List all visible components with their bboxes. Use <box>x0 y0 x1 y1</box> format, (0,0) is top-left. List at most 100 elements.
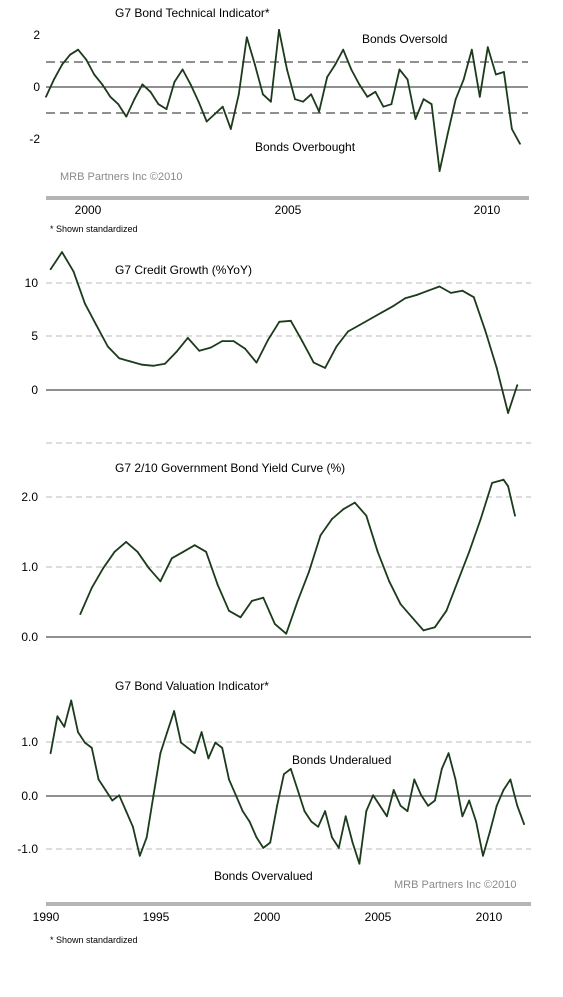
data-point <box>486 46 489 49</box>
data-point <box>289 768 292 770</box>
data-point <box>117 103 120 106</box>
data-point <box>165 108 168 110</box>
data-point <box>270 100 272 103</box>
data-point <box>132 825 134 828</box>
data-point <box>310 820 313 823</box>
x-tick-label: 1995 <box>143 910 170 924</box>
data-point <box>509 778 512 781</box>
data-point <box>101 83 104 86</box>
data-point <box>109 95 112 98</box>
data-point <box>239 616 242 619</box>
data-point <box>507 485 509 488</box>
data-point <box>269 841 272 844</box>
data-point <box>331 836 333 839</box>
data-point <box>503 71 505 73</box>
data-point <box>365 810 368 812</box>
annotation-bonds-overbought: Bonds Overbought <box>255 140 356 154</box>
data-point <box>267 339 269 341</box>
data-point <box>157 103 160 106</box>
data-point <box>308 570 310 573</box>
data-point <box>478 95 481 98</box>
data-point <box>388 580 391 583</box>
y-tick-label: 0.0 <box>21 789 38 803</box>
data-point <box>342 48 345 51</box>
y-tick-label: 2.0 <box>21 490 38 504</box>
panel-title: G7 2/10 Government Bond Yield Curve (%) <box>115 461 345 475</box>
data-point <box>90 586 93 589</box>
data-point <box>136 550 139 553</box>
series-line <box>45 28 521 172</box>
data-point <box>278 29 280 31</box>
data-point <box>53 78 55 81</box>
data-point <box>302 100 304 103</box>
data-point <box>205 550 208 553</box>
panel-yield-curve: G7 2/10 Government Bond Yield Curve (%) … <box>21 461 531 644</box>
y-tick-label: 0 <box>31 383 38 397</box>
data-point <box>344 815 347 818</box>
data-point <box>77 731 79 733</box>
y-tick-label: 0.0 <box>21 630 38 644</box>
data-point <box>335 345 338 348</box>
data-point <box>232 340 235 342</box>
data-point <box>125 810 127 812</box>
y-tick-label: 0 <box>33 80 40 94</box>
data-point <box>70 699 73 702</box>
x-tick-label: 1990 <box>33 910 60 924</box>
data-point <box>296 789 299 791</box>
data-point <box>125 115 128 118</box>
data-point <box>301 340 304 342</box>
data-point <box>69 53 71 56</box>
data-point <box>294 98 296 101</box>
data-point <box>420 794 423 797</box>
x-tick-label: 2005 <box>365 910 392 924</box>
data-point <box>446 133 449 135</box>
y-tick-label: 10 <box>25 276 39 290</box>
data-point <box>235 794 237 797</box>
data-point <box>415 294 418 296</box>
data-point <box>472 296 475 299</box>
data-point <box>262 596 265 599</box>
data-point <box>495 804 498 807</box>
data-point <box>404 297 407 300</box>
data-point <box>84 302 86 305</box>
data-point <box>152 794 155 797</box>
series-line <box>49 699 525 865</box>
data-point <box>450 292 452 294</box>
data-point <box>406 810 409 812</box>
data-point <box>278 320 281 323</box>
data-point <box>286 68 288 71</box>
data-point <box>56 715 59 718</box>
data-point <box>181 68 184 71</box>
data-point <box>254 63 256 66</box>
data-point <box>276 804 278 807</box>
y-tick-label: 1.0 <box>21 560 38 574</box>
data-point <box>398 68 401 71</box>
data-point <box>372 794 374 797</box>
data-point <box>166 731 169 733</box>
data-point <box>189 83 192 86</box>
data-point <box>350 68 353 71</box>
data-point <box>422 98 425 101</box>
data-point <box>519 142 521 145</box>
data-point <box>106 345 109 348</box>
data-point <box>255 836 258 839</box>
data-point <box>228 778 230 781</box>
series-line-valuation <box>49 699 525 865</box>
data-point <box>77 48 79 51</box>
data-point <box>511 128 513 130</box>
data-point <box>326 76 329 78</box>
data-point <box>152 364 155 367</box>
data-point <box>93 73 96 76</box>
data-point <box>273 623 276 625</box>
data-point <box>379 804 381 807</box>
data-point <box>430 103 433 106</box>
data-point <box>283 773 285 776</box>
data-point <box>145 836 148 839</box>
data-point <box>182 550 185 553</box>
data-point <box>221 747 224 749</box>
data-point <box>334 63 337 66</box>
data-point <box>366 95 369 98</box>
data-point <box>351 841 354 844</box>
data-point <box>102 567 105 570</box>
x-tick-label: 2010 <box>474 203 501 217</box>
